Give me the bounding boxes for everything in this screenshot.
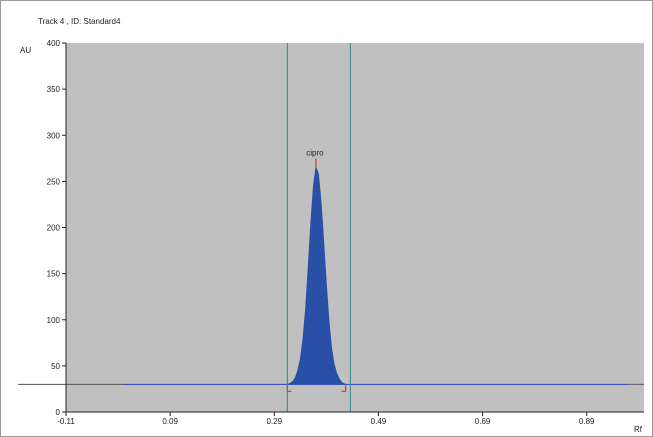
y-tick-label: 100	[47, 316, 61, 325]
x-tick-label: 0.29	[266, 417, 282, 426]
x-tick-label: 0.89	[579, 417, 595, 426]
peak-label-cipro: cipro	[306, 149, 324, 158]
peak-end-marker	[341, 385, 347, 392]
chart-title: Track 4 , ID: Standard4	[38, 17, 121, 26]
y-axis-label: AU	[20, 46, 31, 55]
y-tick-label: 350	[47, 85, 61, 94]
x-tick-label: -0.11	[57, 417, 75, 426]
peak-area-cipro	[287, 166, 346, 385]
series-layer: cipro	[18, 43, 644, 412]
y-tick-label: 400	[47, 39, 61, 48]
y-tick-label: 50	[51, 362, 60, 371]
axes-layer: 0 50 100 150 200 250 300 350 400 -0.11 0.09 0.29 0.4…	[47, 39, 644, 426]
y-tick-label: 300	[47, 131, 61, 140]
y-tick-label: 200	[47, 224, 61, 233]
y-tick-label: 150	[47, 270, 61, 279]
y-tick-label: 0	[56, 408, 61, 417]
x-tick-label: 0.09	[162, 417, 178, 426]
y-tick-label: 250	[47, 177, 61, 186]
plot-area	[66, 43, 644, 412]
x-tick-label: 0.49	[371, 417, 387, 426]
x-tick-label: 0.69	[475, 417, 491, 426]
x-axis-label: Rf	[634, 425, 643, 434]
